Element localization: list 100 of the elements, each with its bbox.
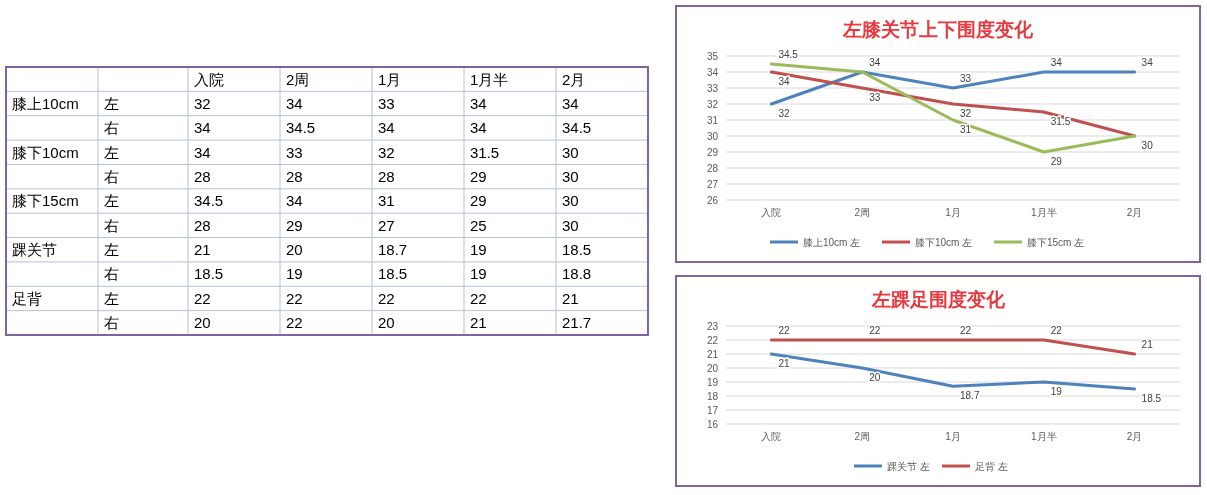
x-tick-label: 1月半: [470, 70, 509, 88]
data-label: 34: [194, 143, 211, 161]
data-label: 32: [194, 94, 211, 112]
data-label: 32: [378, 143, 395, 161]
data-label: 29: [1050, 156, 1063, 167]
legend-label: 踝关节 左: [887, 460, 930, 472]
data-label: 31: [960, 124, 972, 135]
y-tick-label: 膝下10cm: [12, 143, 79, 161]
data-label: 28: [194, 216, 211, 234]
data-label: 18.5: [1141, 393, 1162, 404]
y2-tick-label: 左: [104, 143, 119, 161]
y-tick-label: 35: [706, 50, 719, 62]
data-label: 19: [470, 265, 487, 283]
data-label: 34.5: [286, 119, 316, 137]
x-tick-label: 2周: [854, 207, 870, 218]
y-tick-label: 19: [706, 376, 719, 388]
y-tick-label: 足背: [12, 289, 42, 307]
y2-tick-label: 右: [104, 216, 119, 234]
data-label: 18.8: [562, 265, 592, 283]
x-tick-label: 2周: [854, 431, 870, 442]
data-label: 30: [1141, 140, 1154, 151]
data-label: 20: [194, 314, 211, 332]
data-label: 28: [286, 168, 303, 185]
y-tick-label: 27: [706, 178, 719, 190]
y-tick-label: 21: [706, 348, 719, 360]
y-tick-label: 17: [706, 404, 719, 416]
data-label: 18.5: [378, 265, 408, 283]
data-label: 31.5: [1050, 116, 1071, 127]
x-tick-label: 1月: [378, 70, 402, 88]
data-label: 19: [1050, 386, 1063, 397]
x-tick-label: 1月: [945, 431, 961, 442]
data-label: 31: [378, 192, 395, 210]
y-tick-label: 23: [706, 320, 719, 332]
y2-tick-label: 左: [104, 192, 119, 210]
y2-tick-label: 右: [104, 168, 119, 185]
y-tick-label: 26: [706, 194, 719, 206]
data-label: 21: [562, 289, 579, 307]
data-label: 22: [286, 289, 303, 307]
chart-title: 左膝关节上下围度变化: [842, 19, 1034, 40]
y-tick-label: 32: [706, 98, 719, 110]
y-tick-label: 22: [706, 334, 719, 346]
y-tick-label: 33: [706, 82, 719, 94]
x-tick-label: 入院: [761, 207, 782, 218]
y2-tick-label: 左: [104, 289, 119, 307]
data-label: 34: [778, 76, 790, 87]
data-label: 34: [869, 57, 881, 68]
data-label: 34: [1050, 57, 1063, 68]
y-tick-label: 18: [706, 390, 719, 402]
y-tick-label: 29: [706, 146, 719, 158]
data-label: 30: [562, 168, 579, 185]
data-label: 30: [562, 216, 579, 234]
data-label: 33: [378, 94, 395, 112]
y-tick-label: 34: [706, 66, 719, 78]
data-label: 34: [470, 94, 487, 112]
data-label: 32: [778, 108, 790, 119]
data-label: 22: [778, 325, 790, 336]
data-label: 21: [470, 314, 487, 332]
data-label: 34: [562, 94, 579, 112]
data-label: 30: [562, 143, 579, 161]
x-tick-label: 1月: [945, 207, 961, 218]
data-label: 22: [378, 289, 395, 307]
y2-tick-label: 右: [104, 314, 119, 332]
x-tick-label: 2月: [1126, 431, 1143, 442]
data-label: 21: [194, 241, 211, 259]
x-tick-label: 1月半: [1031, 207, 1057, 218]
data-label: 19: [286, 265, 303, 283]
data-label: 33: [960, 73, 972, 84]
data-label: 28: [378, 168, 395, 185]
x-tick-label: 2周: [286, 70, 310, 88]
data-label: 30: [562, 192, 579, 210]
legend-label: 足背 左: [975, 460, 1008, 472]
data-label: 21: [778, 358, 790, 369]
legend-label: 膝下10cm 左: [915, 236, 973, 248]
x-tick-label: 2月: [562, 70, 586, 88]
data-label: 29: [286, 216, 303, 234]
y-tick-label: 16: [706, 418, 719, 430]
y-tick-label: 31: [706, 114, 719, 126]
data-label: 22: [1050, 325, 1063, 336]
x-tick-label: 2月: [1126, 207, 1143, 218]
y2-tick-label: 左: [104, 94, 119, 112]
chart-title: 左踝足围度变化: [870, 289, 1006, 310]
data-label: 20: [869, 372, 881, 383]
x-tick-label: 入院: [194, 70, 224, 88]
data-label: 21.7: [562, 314, 592, 332]
y2-tick-label: 右: [104, 265, 119, 283]
line-series: [769, 70, 1137, 138]
data-label: 22: [960, 325, 972, 336]
data-label: 31.5: [470, 143, 500, 161]
data-label: 34.5: [562, 119, 592, 137]
y-tick-label: 20: [706, 362, 719, 374]
data-label: 34: [470, 119, 487, 137]
data-label: 18.5: [562, 241, 592, 259]
y-tick-label: 膝下15cm: [12, 192, 79, 210]
data-label: 22: [194, 289, 211, 307]
x-tick-label: 入院: [761, 431, 782, 442]
x-tick-label: 1月半: [1031, 431, 1057, 442]
data-label: 27: [378, 216, 395, 234]
data-label: 21: [1141, 339, 1154, 350]
legend-label: 膝下15cm 左: [1027, 236, 1085, 248]
data-label: 34.5: [778, 49, 799, 60]
